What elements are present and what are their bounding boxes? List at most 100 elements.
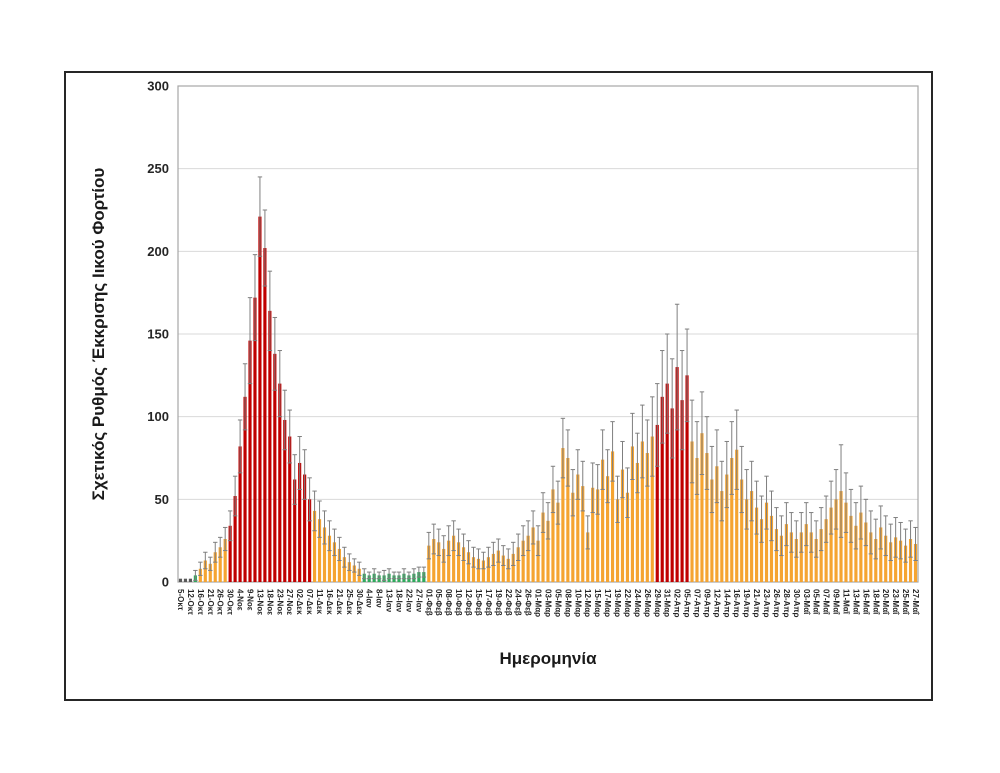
bar: [685, 375, 689, 582]
bar: [551, 489, 555, 582]
x-tick-label: 10-Μαρ: [573, 589, 582, 617]
x-tick-label: 29-Μαρ: [653, 589, 662, 617]
x-tick-label: 15-Φεβ: [474, 589, 483, 616]
x-tick-label: 31-Μαρ: [663, 589, 672, 617]
bar: [879, 527, 883, 582]
bar: [317, 519, 322, 582]
x-tick-label: 09-Απρ: [702, 589, 711, 617]
x-tick-label: 23-Απρ: [762, 589, 771, 617]
x-tick-label: 22-Ιαν: [404, 589, 413, 613]
bar: [347, 562, 351, 582]
bar: [755, 507, 759, 582]
bar: [625, 492, 630, 582]
bar: [526, 535, 530, 582]
x-tick-label: 27-Νοε: [285, 589, 294, 615]
bar: [690, 441, 694, 582]
y-tick-label: 50: [155, 492, 169, 507]
bar: [511, 553, 515, 582]
bar: [486, 557, 490, 582]
bar: [243, 396, 247, 582]
x-tick-label: 25-Μαΐ: [901, 589, 910, 615]
outer-frame: [64, 71, 933, 701]
bar: [248, 340, 252, 582]
bar: [457, 542, 461, 582]
bar: [273, 353, 277, 582]
x-tick-label: 19-Φεβ: [494, 589, 503, 616]
bar: [908, 539, 913, 582]
bar: [516, 547, 520, 582]
x-tick-label: 17-Μαρ: [603, 589, 612, 617]
x-tick-label: 23-Νοε: [275, 589, 284, 615]
bar: [869, 532, 873, 582]
bar: [258, 216, 262, 583]
x-tick-label: 21-Απρ: [752, 589, 761, 617]
x-tick-label: 19-Μαρ: [613, 589, 622, 617]
x-tick-label: 25-Δεκ: [345, 589, 354, 615]
bar: [705, 453, 709, 582]
bar: [536, 540, 540, 582]
bar: [203, 560, 207, 582]
x-tick-label: 08-Μαρ: [563, 589, 572, 617]
x-tick-label: 03-Μαΐ: [802, 589, 811, 615]
bar: [576, 474, 580, 582]
bar: [859, 512, 863, 582]
bar: [635, 462, 639, 582]
bar: [278, 383, 282, 582]
x-tick-label: 11-Δεκ: [315, 589, 324, 615]
bar: [501, 555, 505, 582]
bar: [263, 248, 267, 582]
bar: [308, 499, 312, 582]
bar: [337, 548, 341, 582]
bar: [680, 400, 684, 582]
bar: [427, 545, 431, 582]
bar: [561, 448, 565, 582]
x-tick-label: 30-Απρ: [792, 589, 801, 617]
y-tick-label: 100: [147, 409, 169, 424]
x-tick-label: 13-Ιαν: [385, 589, 394, 613]
bar: [591, 487, 595, 582]
x-tick-label: 05-Μαρ: [553, 589, 562, 617]
x-tick-label: 22-Φεβ: [504, 589, 513, 616]
bar: [725, 474, 729, 582]
x-tick-label: 18-Ιαν: [395, 589, 404, 613]
x-axis-title: Ημερομηνία: [499, 649, 597, 668]
x-tick-label: 10-Φεβ: [454, 589, 463, 616]
x-tick-label: 21-Οκτ: [206, 589, 215, 615]
bar: [288, 436, 292, 582]
x-tick-label: 16-Απρ: [732, 589, 741, 617]
bar: [620, 469, 625, 582]
x-tick-label: 07-Απρ: [692, 589, 701, 617]
bar: [322, 527, 327, 582]
bar: [596, 489, 600, 582]
bar: [720, 491, 724, 582]
x-tick-label: 11-Μαΐ: [841, 589, 850, 615]
bar: [894, 537, 898, 582]
bar: [293, 479, 297, 582]
bar: [228, 525, 232, 582]
x-tick-label: 13-Μαΐ: [851, 589, 860, 615]
bar: [675, 367, 679, 582]
x-tick-label: 05-Απρ: [683, 589, 692, 617]
error-bars: [193, 176, 918, 581]
bar: [223, 539, 227, 582]
y-tick-label: 300: [147, 79, 169, 94]
bar: [864, 522, 868, 582]
bar: [496, 550, 500, 582]
bar: [844, 502, 848, 582]
x-tick-label: 21-Δεκ: [335, 589, 344, 615]
x-tick-label: 03-Μαρ: [544, 589, 553, 617]
bar: [601, 459, 605, 582]
y-axis-title: Σχετικός Ρυθμός Έκκρισης Ιικού Φορτίου: [89, 168, 108, 501]
bar: [829, 507, 833, 582]
y-tick-label: 200: [147, 244, 169, 259]
bar: [506, 558, 510, 582]
bar: [710, 479, 714, 582]
bar: [452, 535, 456, 582]
bar: [913, 543, 918, 582]
bar: [899, 540, 903, 582]
bar: [327, 535, 332, 582]
x-tick-label: 23-Μαΐ: [891, 589, 900, 615]
bar: [814, 539, 818, 582]
bar: [342, 557, 346, 582]
bar: [556, 502, 560, 582]
